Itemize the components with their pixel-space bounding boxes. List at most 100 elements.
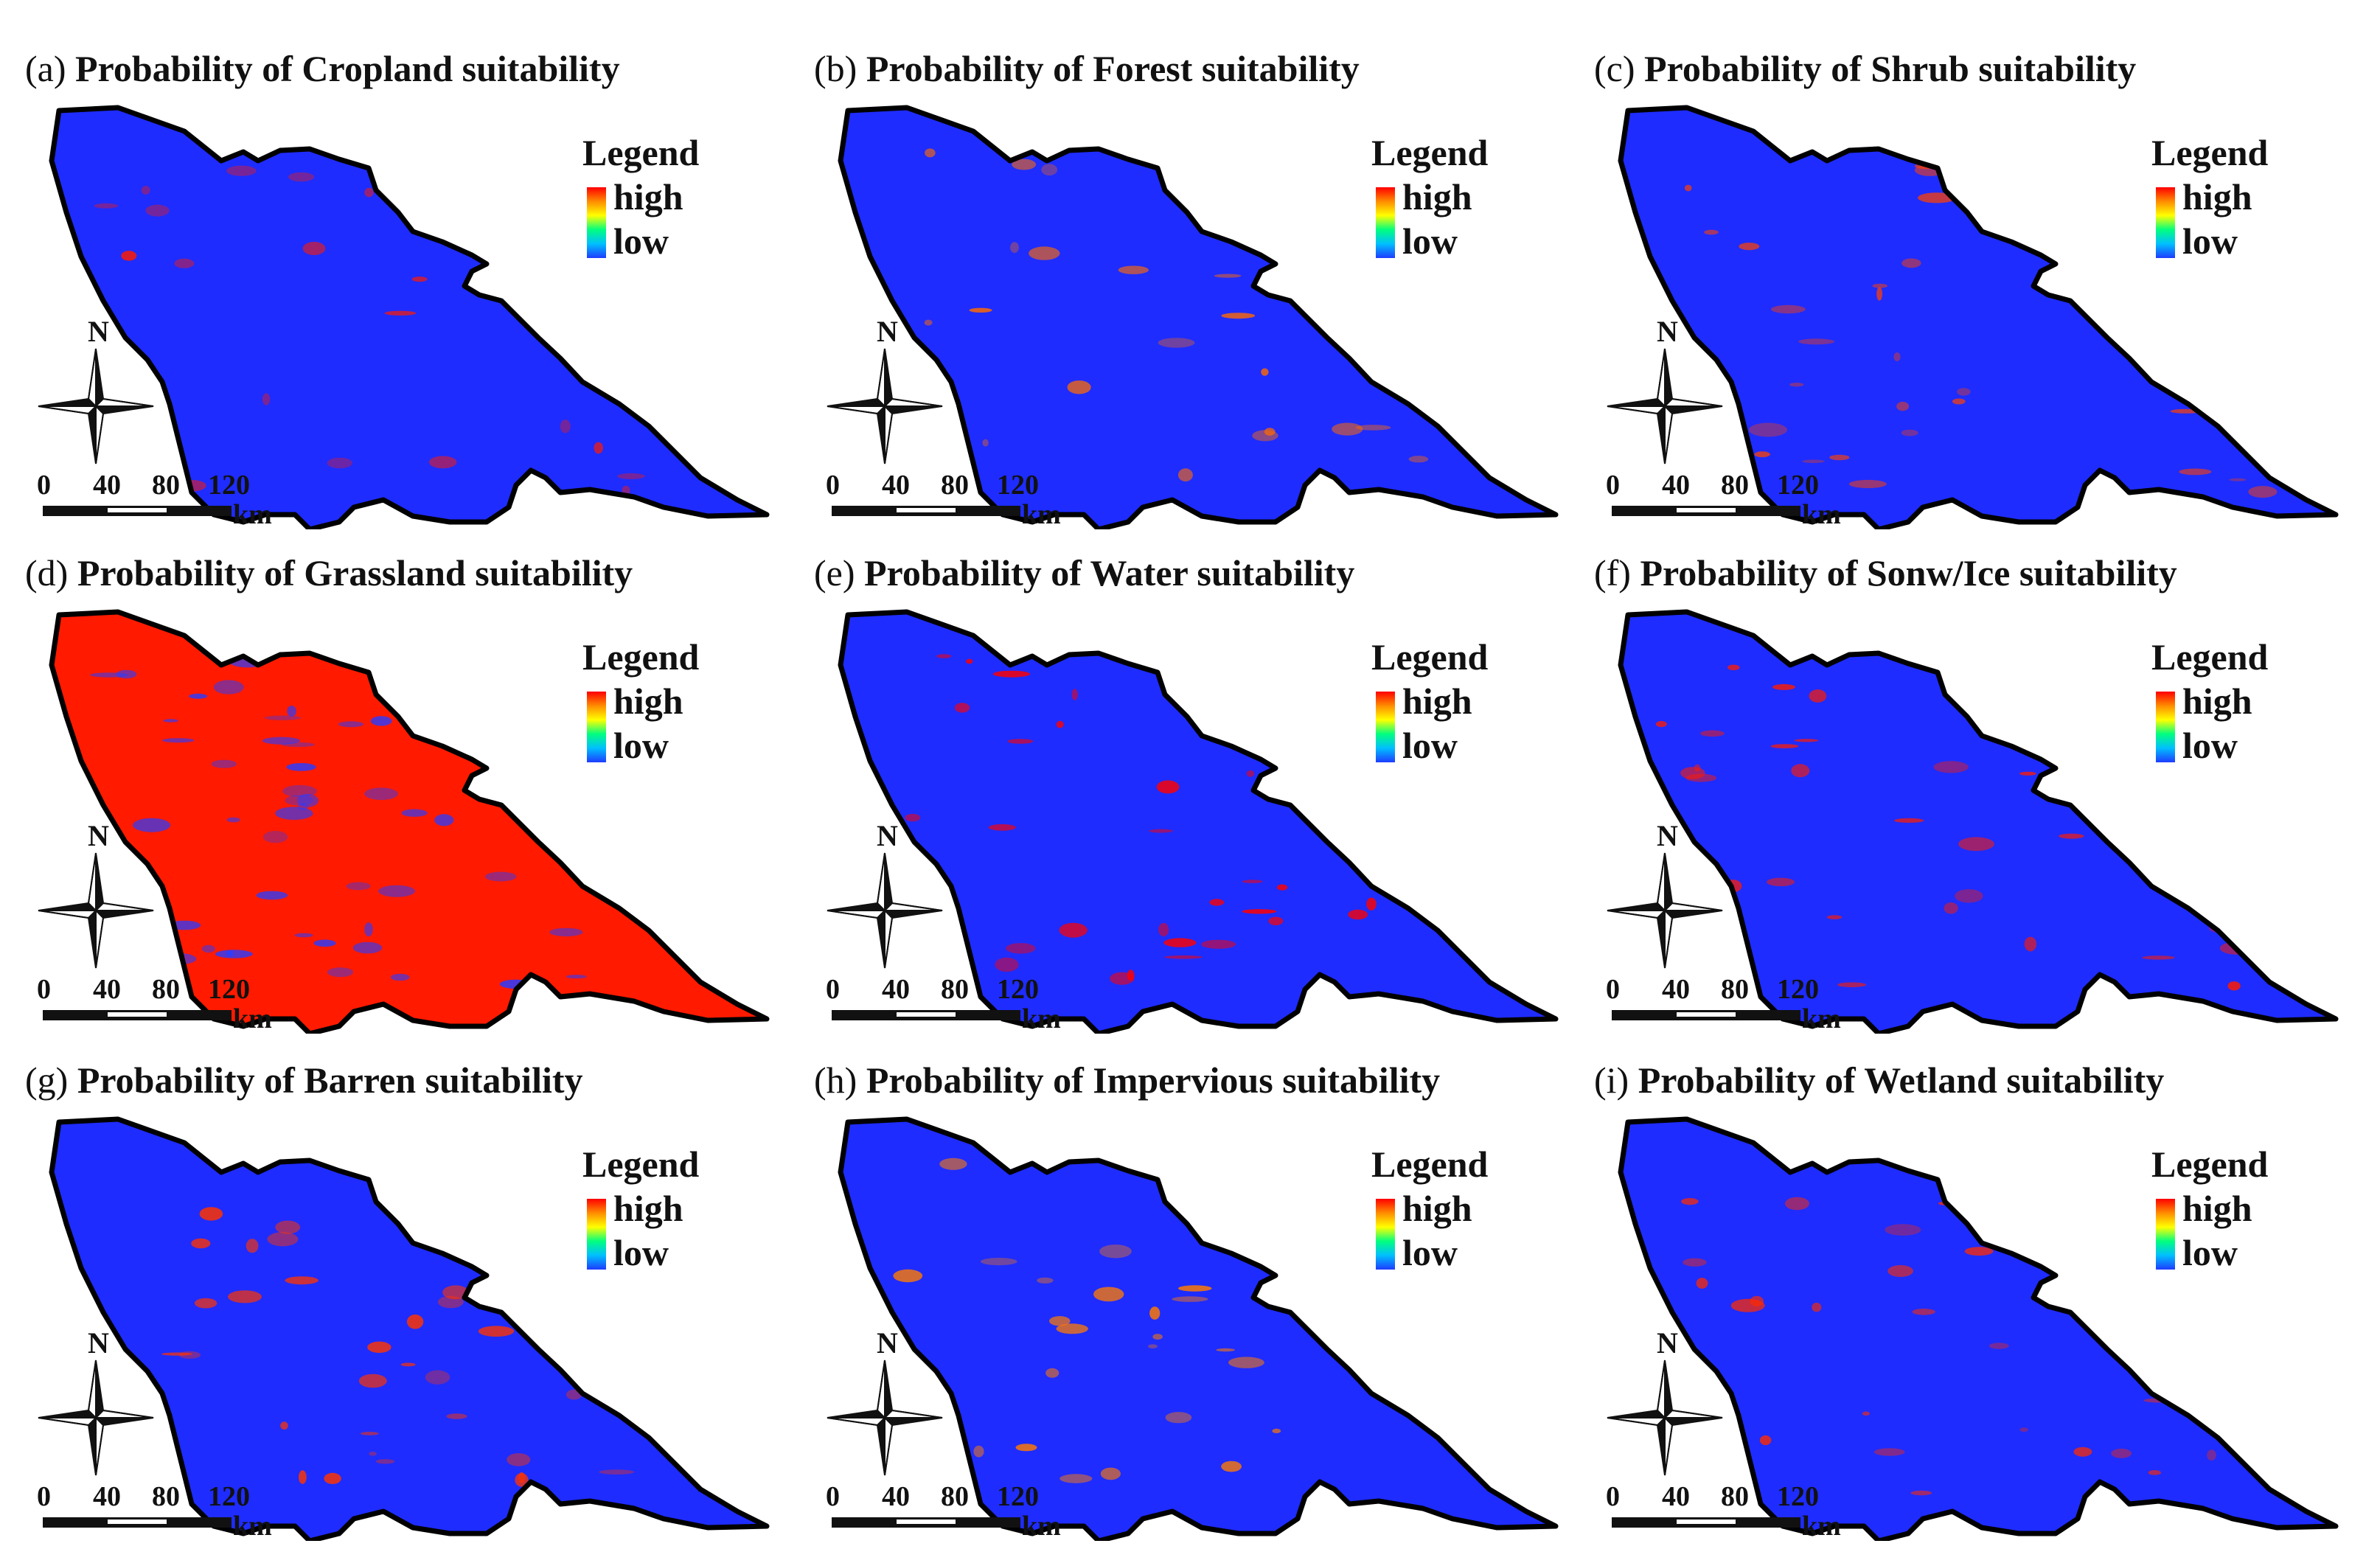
region-fill	[1621, 1119, 2336, 1541]
region-boundary	[838, 105, 1559, 529]
region-boundary	[1618, 1116, 2339, 1541]
scale-bar-segment	[108, 508, 167, 512]
map-panel-9: (i) Probability of Wetland suitability L…	[1569, 1032, 2355, 1542]
compass-star-icon	[827, 348, 943, 464]
compass-star-icon	[38, 852, 154, 969]
region-fill	[841, 612, 1556, 1034]
scale-bar-segment	[1677, 1520, 1736, 1524]
legend-high-label: high	[613, 176, 683, 217]
legend-title: Legend	[1371, 636, 1489, 678]
scale-bar: 0 40 80 120 km	[826, 1480, 1062, 1542]
legend-color-ramp	[1376, 692, 1395, 762]
scale-unit: km	[233, 1511, 272, 1542]
scale-tick: 120	[1777, 470, 1819, 501]
scale-bar-segment	[897, 508, 956, 512]
compass-star-icon	[38, 348, 154, 464]
region-boundary	[49, 609, 770, 1034]
panel-name: Probability of Grassland suitability	[77, 552, 633, 593]
legend-title: Legend	[582, 132, 700, 173]
scale-unit: km	[233, 499, 272, 530]
scale-tick: 80	[152, 974, 180, 1005]
scale-tick: 0	[1606, 470, 1620, 501]
region-map	[49, 609, 770, 1034]
legend: Legend high low	[2129, 636, 2292, 776]
north-arrow: N	[1601, 1326, 1728, 1480]
scale-tick: 0	[1606, 974, 1620, 1005]
north-arrow: N	[32, 314, 159, 469]
legend-high-label: high	[1402, 680, 1472, 722]
panel-name: Probability of Forest suitability	[866, 48, 1360, 89]
north-label: N	[88, 819, 109, 852]
map-panel-3: (c) Probability of Shrub suitability Leg…	[1569, 21, 2355, 530]
region-boundary	[1618, 609, 2339, 1034]
panel-title: (i) Probability of Wetland suitability	[1594, 1059, 2164, 1101]
region-fill	[1621, 612, 2336, 1034]
legend-low-label: low	[613, 725, 669, 766]
legend-high-label: high	[1402, 176, 1472, 217]
panel-title: (c) Probability of Shrub suitability	[1594, 47, 2136, 90]
legend-low-label: low	[2182, 725, 2238, 766]
legend-title: Legend	[1371, 132, 1489, 173]
north-arrow: N	[821, 1326, 948, 1480]
legend-title: Legend	[2151, 132, 2269, 173]
scale-tick: 40	[882, 1481, 910, 1512]
map-panel-6: (f) Probability of Sonw/Ice suitability …	[1569, 525, 2355, 1034]
legend-low-label: low	[1402, 220, 1458, 262]
panel-title: (b) Probability of Forest suitability	[814, 47, 1360, 90]
north-arrow: N	[1601, 314, 1728, 469]
legend-title: Legend	[2151, 1143, 2269, 1185]
panel-letter: (h)	[814, 1059, 866, 1101]
north-label: N	[88, 1326, 109, 1360]
compass-star-icon	[38, 1360, 154, 1476]
scale-tick: 40	[1662, 1481, 1690, 1512]
panel-letter: (i)	[1594, 1059, 1638, 1101]
scale-tick: 0	[37, 974, 51, 1005]
scale-tick: 120	[1777, 974, 1819, 1005]
scale-tick: 80	[1721, 470, 1749, 501]
map-panel-5: (e) Probability of Water suitability Leg…	[789, 525, 1575, 1034]
scale-bar-segment	[1677, 508, 1736, 512]
legend-color-ramp	[2156, 692, 2175, 762]
region-map	[838, 1116, 1559, 1541]
panel-letter: (b)	[814, 48, 866, 89]
legend-low-label: low	[2182, 1232, 2238, 1273]
legend-low-label: low	[613, 1232, 669, 1273]
scale-tick: 40	[93, 1481, 121, 1512]
scale-unit: km	[1022, 1003, 1061, 1034]
scale-unit: km	[1802, 1511, 1841, 1542]
scale-tick: 80	[941, 1481, 969, 1512]
scale-tick: 0	[37, 1481, 51, 1512]
scale-tick: 0	[37, 470, 51, 501]
region-map	[1618, 1116, 2339, 1541]
region-map	[49, 1116, 770, 1541]
scale-tick: 0	[1606, 1481, 1620, 1512]
legend: Legend high low	[560, 1143, 723, 1283]
panel-name: Probability of Shrub suitability	[1644, 48, 2137, 89]
legend-color-ramp	[587, 692, 606, 762]
panel-title: (h) Probability of Impervious suitabilit…	[814, 1059, 1440, 1101]
scale-tick: 120	[1777, 1481, 1819, 1512]
scale-bar: 0 40 80 120 km	[1606, 1480, 1842, 1542]
legend: Legend high low	[2129, 1143, 2292, 1283]
legend: Legend high low	[1349, 636, 1511, 776]
scale-bar: 0 40 80 120 km	[37, 469, 273, 530]
region-boundary	[49, 105, 770, 529]
north-arrow: N	[1601, 818, 1728, 973]
scale-tick: 80	[152, 470, 180, 501]
panel-title: (d) Probability of Grassland suitability	[25, 551, 633, 594]
scale-bar: 0 40 80 120 km	[1606, 973, 1842, 1034]
region-map	[838, 609, 1559, 1034]
region-boundary	[838, 1116, 1559, 1541]
legend-low-label: low	[1402, 1232, 1458, 1273]
panel-letter: (f)	[1594, 552, 1640, 593]
legend: Legend high low	[2129, 131, 2292, 271]
scale-unit: km	[1802, 499, 1841, 530]
legend-color-ramp	[2156, 187, 2175, 258]
scale-bar-segment	[108, 1520, 167, 1524]
scale-bar: 0 40 80 120 km	[1606, 469, 1842, 530]
panel-letter: (g)	[25, 1059, 77, 1101]
legend: Legend high low	[560, 131, 723, 271]
legend-high-label: high	[2182, 176, 2252, 217]
legend-high-label: high	[613, 1188, 683, 1229]
